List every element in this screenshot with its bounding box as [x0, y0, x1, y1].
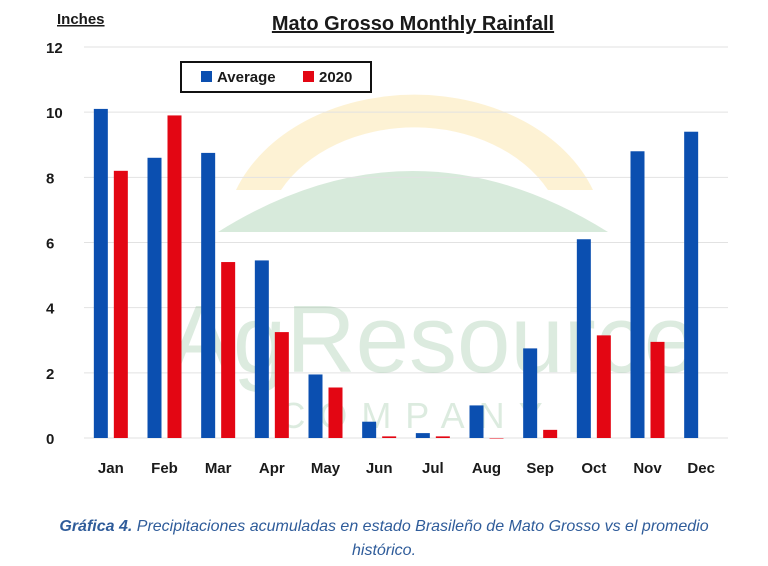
- bar-average-feb: [147, 157, 162, 439]
- x-tick-label: Jun: [366, 460, 393, 477]
- bar-2020-may: [328, 387, 343, 438]
- bar-2020-jun: [382, 436, 397, 438]
- figure-caption: Gráfica 4. Precipitaciones acumuladas en…: [30, 515, 738, 563]
- axes: 0 2 4 6 8 10 12 Jan Feb Mar Apr May Jun Jul Aug Sep Oct N…: [46, 40, 715, 477]
- bar-2020-apr: [274, 332, 289, 438]
- watermark-hill: [218, 171, 608, 232]
- bar-2020-feb: [167, 115, 182, 439]
- bar-average-apr: [254, 260, 269, 438]
- bar-2020-oct: [596, 335, 611, 438]
- y-tick-label: 10: [46, 105, 63, 122]
- watermark-text: AgResource COMPANY: [169, 286, 697, 436]
- chart-svg: AgResource COMPANY 0 2 4 6 8 10 12 Jan Feb Mar Apr…: [46, 11, 728, 477]
- bars: [93, 108, 699, 439]
- grid-lines: [84, 46, 728, 439]
- x-tick-label: Feb: [151, 460, 178, 477]
- bar-2020-nov: [650, 341, 665, 438]
- x-tick-label: Oct: [581, 460, 606, 477]
- y-tick-label: 6: [46, 236, 54, 253]
- bar-2020-mar: [221, 262, 236, 438]
- caption-text: Precipitaciones acumuladas en estado Bra…: [136, 518, 709, 559]
- x-tick-label: Dec: [687, 460, 715, 477]
- chart-title: Mato Grosso Monthly Rainfall: [272, 13, 554, 35]
- y-axis-label: Inches: [57, 11, 105, 28]
- bar-average-mar: [201, 152, 216, 439]
- legend: Average 2020: [180, 61, 372, 93]
- legend-label-2020: 2020: [319, 69, 352, 86]
- y-tick-label: 4: [46, 301, 55, 318]
- y-tick-label: 8: [46, 170, 54, 187]
- bar-2020-sep: [543, 429, 558, 438]
- watermark-logo: [218, 94, 608, 232]
- bar-average-oct: [576, 239, 591, 438]
- y-tick-label: 0: [46, 431, 54, 448]
- legend-swatch-average: [201, 71, 212, 82]
- bar-average-aug: [469, 405, 484, 438]
- x-tick-label: Apr: [259, 460, 285, 477]
- bar-average-jan: [93, 108, 108, 439]
- y-tick-label: 12: [46, 40, 63, 57]
- x-tick-label: Nov: [633, 460, 662, 477]
- bar-average-jun: [362, 421, 377, 438]
- bar-average-nov: [630, 151, 645, 438]
- watermark-company: COMPANY: [279, 395, 556, 436]
- x-tick-label: Mar: [205, 460, 232, 477]
- caption-label: Gráfica 4.: [59, 518, 133, 535]
- bar-average-may: [308, 374, 323, 438]
- legend-swatch-2020: [303, 71, 314, 82]
- x-tick-label: May: [311, 460, 341, 477]
- bar-2020-jul: [435, 436, 450, 438]
- rainfall-chart: AgResource COMPANY 0 2 4 6 8 10 12 Jan Feb Mar Apr…: [38, 0, 738, 496]
- watermark-word: AgResource: [169, 286, 697, 393]
- x-tick-label: Jan: [98, 460, 124, 477]
- bar-2020-jan: [113, 170, 128, 439]
- watermark-sun-arc: [236, 94, 593, 190]
- legend-box: [180, 61, 372, 93]
- legend-label-average: Average: [217, 69, 276, 86]
- bar-2020-aug: [489, 438, 504, 439]
- x-tick-label: Sep: [526, 460, 554, 477]
- x-tick-label: Jul: [422, 460, 444, 477]
- bar-average-dec: [684, 131, 699, 438]
- x-tick-label: Aug: [472, 460, 501, 477]
- y-tick-label: 2: [46, 366, 54, 383]
- bar-average-jul: [415, 433, 430, 438]
- bar-average-sep: [523, 348, 538, 438]
